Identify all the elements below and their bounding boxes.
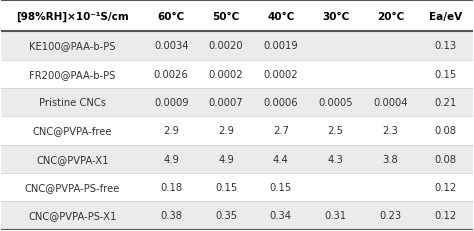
Text: KE100@PAA-b-PS: KE100@PAA-b-PS: [29, 41, 116, 51]
Text: 0.38: 0.38: [160, 210, 182, 221]
Text: 0.0004: 0.0004: [373, 98, 408, 108]
Text: 0.0019: 0.0019: [264, 41, 298, 51]
Text: 0.12: 0.12: [434, 182, 456, 192]
Bar: [1, 117, 473, 145]
Text: 0.18: 0.18: [160, 182, 182, 192]
Text: 0.0009: 0.0009: [154, 98, 189, 108]
Bar: [1, 201, 473, 230]
Text: 4.9: 4.9: [218, 154, 234, 164]
Text: 2.7: 2.7: [273, 126, 289, 136]
Text: CNC@PVPA-X1: CNC@PVPA-X1: [36, 154, 109, 164]
Text: 2.3: 2.3: [383, 126, 398, 136]
Text: 2.9: 2.9: [218, 126, 234, 136]
Text: 0.0006: 0.0006: [264, 98, 298, 108]
Text: 60°C: 60°C: [158, 12, 185, 22]
Text: Ea/eV: Ea/eV: [428, 12, 462, 22]
Text: 0.0026: 0.0026: [154, 70, 189, 79]
Bar: [1, 32, 473, 60]
Text: 4.9: 4.9: [164, 154, 179, 164]
Text: 0.15: 0.15: [270, 182, 292, 192]
Text: 0.0007: 0.0007: [209, 98, 243, 108]
Text: 30°C: 30°C: [322, 12, 349, 22]
Bar: [1, 173, 473, 201]
Text: 0.15: 0.15: [434, 70, 456, 79]
Text: 4.3: 4.3: [328, 154, 344, 164]
Bar: [1, 60, 473, 89]
Text: 40°C: 40°C: [267, 12, 294, 22]
Text: 0.08: 0.08: [434, 126, 456, 136]
Bar: [1, 145, 473, 173]
Text: 50°C: 50°C: [212, 12, 240, 22]
Text: 0.34: 0.34: [270, 210, 292, 221]
Text: CNC@PVPA-PS-free: CNC@PVPA-PS-free: [25, 182, 120, 192]
Bar: [1, 1, 473, 32]
Text: 0.0034: 0.0034: [154, 41, 189, 51]
Text: CNC@PVPA-PS-X1: CNC@PVPA-PS-X1: [28, 210, 117, 221]
Text: 2.9: 2.9: [163, 126, 179, 136]
Text: 0.0020: 0.0020: [209, 41, 243, 51]
Text: 0.15: 0.15: [215, 182, 237, 192]
Text: 0.21: 0.21: [434, 98, 456, 108]
Text: 0.0002: 0.0002: [264, 70, 298, 79]
Text: 0.0002: 0.0002: [209, 70, 243, 79]
Text: 0.23: 0.23: [379, 210, 401, 221]
Text: [98%RH]×10⁻¹S/cm: [98%RH]×10⁻¹S/cm: [16, 12, 129, 22]
Text: CNC@PVPA-free: CNC@PVPA-free: [33, 126, 112, 136]
Text: 3.8: 3.8: [383, 154, 398, 164]
Text: 0.12: 0.12: [434, 210, 456, 221]
Text: 4.4: 4.4: [273, 154, 289, 164]
Text: 0.0005: 0.0005: [319, 98, 353, 108]
Text: 0.08: 0.08: [434, 154, 456, 164]
Text: Pristine CNCs: Pristine CNCs: [39, 98, 106, 108]
Text: 0.35: 0.35: [215, 210, 237, 221]
Bar: [1, 89, 473, 117]
Text: 0.31: 0.31: [325, 210, 346, 221]
Text: 2.5: 2.5: [328, 126, 344, 136]
Text: 0.13: 0.13: [434, 41, 456, 51]
Text: FR200@PAA-b-PS: FR200@PAA-b-PS: [29, 70, 116, 79]
Text: 20°C: 20°C: [377, 12, 404, 22]
